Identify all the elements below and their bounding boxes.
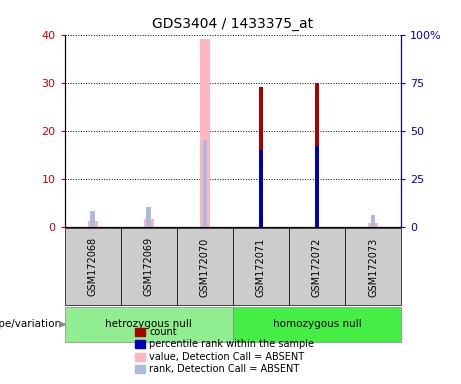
Text: GSM172073: GSM172073 <box>368 237 378 296</box>
Bar <box>368 223 378 227</box>
Bar <box>147 207 151 227</box>
Bar <box>371 215 375 227</box>
Text: hetrozygous null: hetrozygous null <box>105 319 192 329</box>
Bar <box>315 146 319 227</box>
Bar <box>88 221 98 227</box>
Bar <box>177 228 233 305</box>
Bar <box>200 40 210 227</box>
Title: GDS3404 / 1433375_at: GDS3404 / 1433375_at <box>152 17 313 31</box>
Text: GSM172068: GSM172068 <box>88 237 98 296</box>
Bar <box>144 219 154 227</box>
Text: GSM172070: GSM172070 <box>200 237 210 296</box>
Bar <box>345 228 401 305</box>
Bar <box>121 228 177 305</box>
Text: GSM172071: GSM172071 <box>256 237 266 296</box>
Bar <box>259 150 263 227</box>
Legend: count, percentile rank within the sample, value, Detection Call = ABSENT, rank, : count, percentile rank within the sample… <box>134 326 315 375</box>
Bar <box>233 307 401 342</box>
Bar <box>65 307 233 342</box>
Text: GSM172072: GSM172072 <box>312 237 322 296</box>
Bar <box>65 228 121 305</box>
Bar <box>315 83 319 227</box>
Bar <box>233 228 289 305</box>
Bar <box>289 228 345 305</box>
Text: GSM172069: GSM172069 <box>144 237 154 296</box>
Bar <box>259 88 263 227</box>
Text: homozygous null: homozygous null <box>272 319 361 329</box>
Text: genotype/variation: genotype/variation <box>0 319 62 329</box>
Bar <box>202 140 207 227</box>
Bar <box>90 211 95 227</box>
